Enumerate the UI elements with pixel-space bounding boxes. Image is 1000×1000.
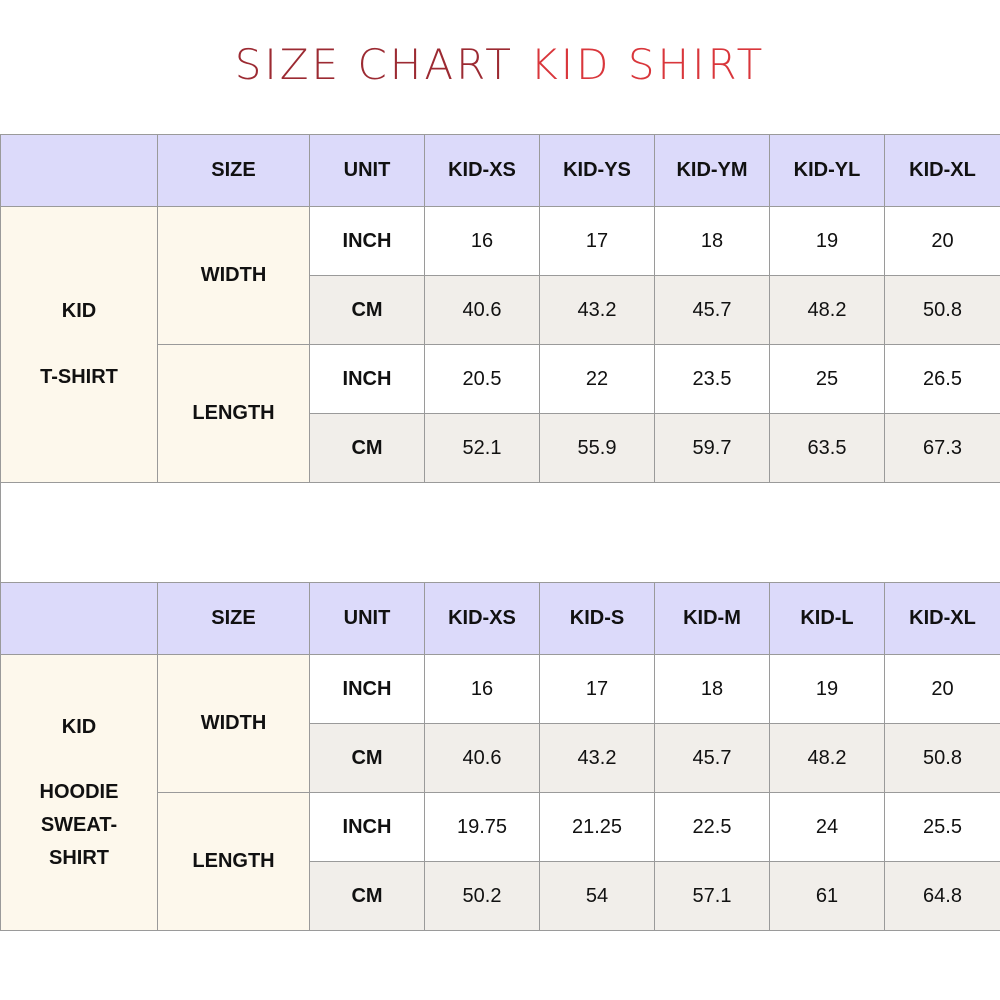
table-row: CM 40.6 43.2 45.7 48.2 50.8 (1, 275, 1000, 345)
unit-cell: INCH (309, 344, 425, 414)
measure-name-cell: WIDTH (157, 654, 310, 793)
unit-cell: INCH (309, 654, 425, 724)
value-cell: 40.6 (424, 275, 540, 345)
value-cell: 50.8 (884, 275, 1000, 345)
value-cell: 16 (424, 206, 540, 276)
value-cell: 43.2 (539, 723, 655, 793)
value-cell: 25.5 (884, 792, 1000, 862)
value-cell: 24 (769, 792, 885, 862)
value-cell: 55.9 (539, 413, 655, 483)
value-cell: 25 (769, 344, 885, 414)
header-cell: KID-XL (884, 582, 1000, 655)
product-name-line: HOODIE (39, 780, 119, 803)
table-row: CM 52.1 55.9 59.7 63.5 67.3 (1, 413, 1000, 483)
header-cell: KID-XL (884, 134, 1000, 207)
value-cell: 20.5 (424, 344, 540, 414)
value-cell: 19 (769, 654, 885, 724)
product-name-line: SHIRT (49, 846, 109, 869)
size-chart-table: SIZE UNIT KID-XS KID-YS KID-YM KID-YL KID-XL KI… (0, 134, 1000, 931)
header-cell: UNIT (309, 134, 425, 207)
header-cell: KID-YS (539, 134, 655, 207)
product-name-line: SWEAT- (40, 813, 118, 836)
value-cell: 57.1 (654, 861, 770, 931)
header-cell: KID-M (654, 582, 770, 655)
product-name-cell: KID T-SHIRT (0, 206, 158, 483)
value-cell: 26.5 (884, 344, 1000, 414)
value-cell: 67.3 (884, 413, 1000, 483)
page-title: SIZE CHART KID SHIRT (0, 40, 1000, 89)
product-name-line: KID (61, 715, 97, 738)
table-row: LENGTH INCH 20.5 22 23.5 25 26.5 (1, 344, 1000, 483)
value-cell: 61 (769, 861, 885, 931)
header-row: SIZE UNIT KID-XS KID-YS KID-YM KID-YL KID-XL (0, 134, 1000, 207)
measure-name-cell: LENGTH (157, 792, 310, 931)
value-cell: 64.8 (884, 861, 1000, 931)
header-cell (0, 582, 158, 655)
value-cell: 22.5 (654, 792, 770, 862)
value-cell: 52.1 (424, 413, 540, 483)
value-cell: 54 (539, 861, 655, 931)
header-cell: KID-XS (424, 582, 540, 655)
header-cell: KID-YM (654, 134, 770, 207)
value-cell: 23.5 (654, 344, 770, 414)
product-name-cell: KID HOODIE SWEAT- SHIRT (0, 654, 158, 931)
unit-cell: CM (309, 861, 425, 931)
value-cell: 50.2 (424, 861, 540, 931)
table-row: KID HOODIE SWEAT- SHIRT WIDTH INCH 16 17 18 19 20 (0, 654, 1000, 931)
product-name-line: KID (61, 300, 97, 322)
header-cell: KID-XS (424, 134, 540, 207)
value-cell: 21.25 (539, 792, 655, 862)
header-cell (0, 134, 158, 207)
value-cell: 16 (424, 654, 540, 724)
unit-cell: CM (309, 275, 425, 345)
value-cell: 19 (769, 206, 885, 276)
table-row: LENGTH INCH 19.75 21.25 22.5 24 25.5 (1, 792, 1000, 931)
title-accent: KID SHIRT (530, 40, 766, 89)
value-cell: 18 (654, 654, 770, 724)
value-cell: 48.2 (769, 275, 885, 345)
value-cell: 45.7 (654, 275, 770, 345)
value-cell: 19.75 (424, 792, 540, 862)
header-row: SIZE UNIT KID-XS KID-S KID-M KID-L KID-XL (0, 582, 1000, 655)
value-cell: 50.8 (884, 723, 1000, 793)
value-cell: 40.6 (424, 723, 540, 793)
value-cell: 59.7 (654, 413, 770, 483)
value-cell: 18 (654, 206, 770, 276)
value-cell: 17 (539, 654, 655, 724)
header-cell: KID-L (769, 582, 885, 655)
table-row: CM 50.2 54 57.1 61 64.8 (1, 861, 1000, 931)
header-cell: KID-S (539, 582, 655, 655)
value-cell: 43.2 (539, 275, 655, 345)
unit-cell: INCH (309, 792, 425, 862)
header-cell: SIZE (157, 134, 310, 207)
value-cell: 20 (884, 206, 1000, 276)
header-cell: SIZE (157, 582, 310, 655)
value-cell: 17 (539, 206, 655, 276)
unit-cell: CM (309, 413, 425, 483)
measure-name-cell: LENGTH (157, 344, 310, 483)
product-name-line: T-SHIRT (40, 366, 118, 388)
table-row: CM 40.6 43.2 45.7 48.2 50.8 (1, 723, 1000, 793)
header-cell: KID-YL (769, 134, 885, 207)
value-cell: 22 (539, 344, 655, 414)
unit-cell: INCH (309, 206, 425, 276)
spacer-row (0, 482, 1000, 583)
value-cell: 20 (884, 654, 1000, 724)
table-row: KID T-SHIRT WIDTH INCH 16 17 18 19 20 (0, 206, 1000, 483)
header-cell: UNIT (309, 582, 425, 655)
spacer-cell (0, 482, 1000, 583)
value-cell: 48.2 (769, 723, 885, 793)
value-cell: 63.5 (769, 413, 885, 483)
measure-name-cell: WIDTH (157, 206, 310, 345)
title-main: SIZE CHART (234, 40, 514, 89)
value-cell: 45.7 (654, 723, 770, 793)
unit-cell: CM (309, 723, 425, 793)
